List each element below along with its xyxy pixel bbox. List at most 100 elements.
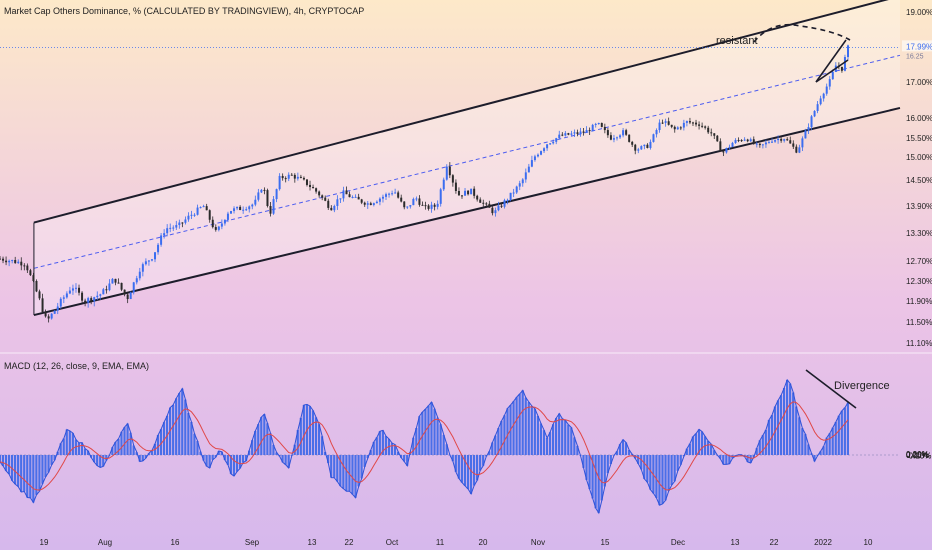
candle-body	[166, 228, 169, 234]
candle-body	[847, 45, 849, 58]
price-tick-label: 13.30%	[906, 229, 932, 238]
candle-body	[2, 258, 5, 261]
macd-histogram-bar	[251, 440, 254, 455]
macd-histogram-bar	[29, 455, 32, 498]
candle-body	[540, 151, 543, 155]
candle-body	[643, 144, 646, 147]
macd-histogram-bar	[172, 404, 175, 455]
candle-body	[652, 134, 655, 142]
candle-body	[464, 190, 467, 196]
candle-body	[293, 174, 296, 179]
macd-histogram-bar	[482, 455, 485, 466]
candle-body	[223, 219, 226, 224]
candle-body	[552, 141, 555, 144]
macd-histogram-bar	[479, 455, 482, 471]
macd-histogram-bar	[241, 455, 245, 463]
macd-histogram-bar	[691, 436, 694, 455]
candle-body	[530, 160, 533, 167]
candle-body	[193, 214, 196, 216]
candle-body	[524, 172, 527, 180]
macd-histogram-bar	[713, 450, 716, 455]
candle-body	[421, 204, 424, 206]
time-tick-label: 22	[770, 538, 779, 547]
candle-body	[543, 148, 546, 152]
candle-body	[84, 300, 87, 303]
candle-body	[695, 122, 698, 125]
candle-body	[290, 174, 293, 176]
candle-body	[585, 130, 588, 133]
candle-body	[342, 190, 345, 199]
macd-histogram-bar	[746, 455, 749, 463]
candle-body	[17, 261, 20, 264]
candle-body	[752, 139, 755, 144]
candle-body	[840, 66, 843, 71]
macd-histogram-bar	[789, 383, 792, 455]
divergence-annotation: Divergence	[834, 380, 890, 392]
candle-body	[843, 57, 846, 71]
macd-histogram-bar	[585, 455, 588, 480]
candle-body	[445, 166, 448, 180]
macd-histogram-bar	[132, 445, 135, 455]
candle-body	[141, 264, 144, 272]
macd-histogram-bar	[564, 420, 567, 455]
macd-histogram-bar	[828, 433, 831, 455]
macd-histogram-bar	[728, 455, 731, 464]
candle-body	[208, 210, 211, 220]
macd-histogram-bar	[400, 455, 403, 458]
macd-histogram-bar	[378, 431, 381, 455]
candle-body	[35, 281, 38, 292]
macd-histogram-bar	[518, 393, 521, 455]
macd-histogram-bar	[238, 455, 242, 469]
candle-body	[372, 203, 375, 205]
macd-axis[interactable]: 0.30%0.20%0.10%0.00%-0.10%-0.20%	[906, 450, 931, 460]
price-pane-title: Market Cap Others Dominance, % (CALCULAT…	[4, 6, 364, 16]
macd-histogram-bar	[272, 444, 275, 455]
candle-body	[81, 292, 84, 301]
macd-histogram-bar	[77, 442, 81, 455]
macd-histogram-bar	[469, 455, 473, 494]
macd-pane[interactable]	[0, 369, 900, 515]
candle-body	[704, 126, 707, 128]
candle-body	[807, 127, 810, 131]
candle-body	[798, 147, 801, 153]
candle-body	[226, 213, 229, 220]
macd-histogram-bar	[494, 435, 497, 455]
macd-histogram-bar	[178, 393, 181, 455]
candle-body	[366, 203, 369, 205]
macd-histogram-bar	[561, 418, 564, 455]
macd-histogram-bar	[503, 415, 506, 455]
macd-histogram-bar	[567, 424, 570, 455]
macd-histogram-bar	[667, 455, 670, 492]
macd-histogram-bar	[308, 406, 312, 455]
price-axis[interactable]: 19.00% 17.00% 16.00% 15.50% 15.00% 14.50% 13.9…	[902, 8, 932, 348]
candle-body	[302, 177, 305, 180]
candle-body	[740, 140, 743, 142]
candle-body	[579, 131, 582, 134]
price-pane[interactable]	[0, 0, 901, 323]
price-tick-label: 16.00%	[906, 114, 932, 123]
macd-histogram-bar	[822, 446, 825, 455]
candle-body	[734, 139, 737, 143]
candle-body	[518, 183, 521, 187]
candle-body	[257, 192, 260, 200]
candle-body	[214, 227, 217, 230]
macd-histogram-bar	[734, 455, 737, 457]
macd-histogram-bar	[7, 455, 11, 475]
macd-histogram-bar	[44, 455, 47, 477]
candles-group	[0, 44, 849, 323]
macd-histogram-bar	[156, 435, 160, 455]
macd-histogram-bar	[13, 455, 17, 485]
macd-histogram-bar	[120, 431, 123, 455]
candle-body	[494, 210, 497, 214]
candle-body	[275, 189, 278, 200]
candle-body	[801, 138, 804, 148]
macd-histogram-bar	[135, 452, 138, 455]
macd-histogram-bar	[804, 434, 807, 455]
macd-histogram-bar	[187, 412, 190, 455]
candle-body	[804, 130, 807, 139]
macd-histogram-bar	[366, 455, 369, 459]
candle-body	[96, 295, 99, 298]
candle-body	[612, 138, 615, 140]
time-axis[interactable]: 19 Aug 16 Sep 13 22 Oct 11 20 Nov 15 Dec 13 22 2022 10	[40, 538, 873, 547]
